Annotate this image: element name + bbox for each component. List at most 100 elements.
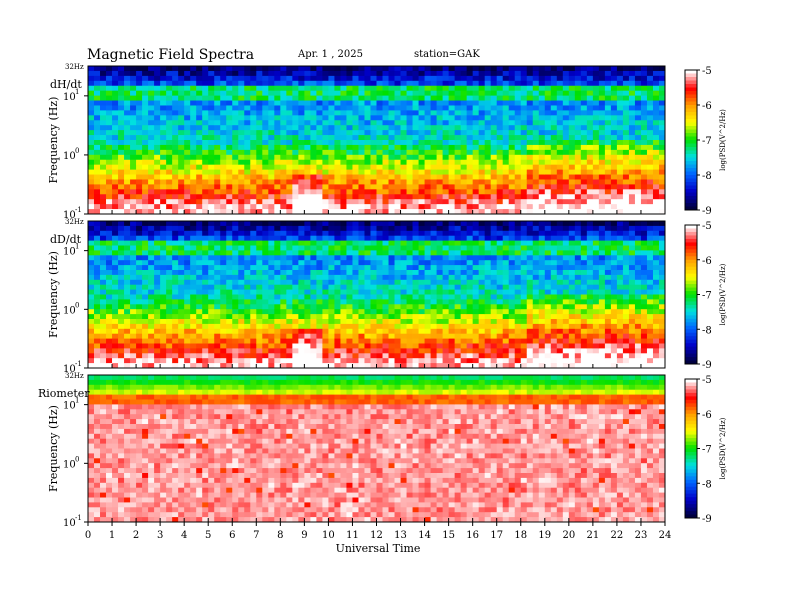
spectrogram-cell: [592, 174, 600, 180]
spectrogram-cell: [454, 299, 462, 305]
spectrogram-cell: [316, 135, 323, 141]
spectrogram-cell: [376, 221, 383, 227]
spectrogram-cell: [502, 144, 510, 151]
spectrogram-cell: [424, 149, 431, 156]
spectrogram-cell: [256, 338, 263, 344]
spectrogram-cell: [442, 279, 450, 286]
spectrogram-cell: [226, 159, 233, 166]
spectrogram-cell: [460, 353, 468, 359]
spectrogram-cell: [274, 95, 281, 101]
spectrogram-cell: [208, 363, 215, 369]
spectrogram-cell: [172, 323, 179, 330]
spectrogram-cell: [226, 328, 233, 335]
spectrogram-cell: [310, 90, 317, 96]
spectrogram-cell: [220, 338, 227, 344]
spectrogram-cell: [484, 135, 492, 141]
spectrogram-cell: [634, 144, 642, 151]
spectrogram-cell: [328, 255, 335, 261]
spectrogram-cell: [202, 66, 209, 72]
spectrogram-cell: [166, 250, 173, 256]
spectrogram-cell: [454, 319, 462, 325]
spectrogram-cell: [232, 284, 239, 290]
spectrogram-cell: [124, 179, 131, 185]
spectrogram-cell: [532, 194, 540, 200]
spectrogram-cell: [322, 110, 329, 116]
spectrogram-cell: [244, 95, 251, 101]
spectrogram-cell: [460, 194, 468, 200]
spectrogram-cell: [214, 110, 221, 116]
spectrogram-cell: [406, 189, 413, 195]
spectrogram-cell: [310, 274, 317, 281]
spectrogram-cell: [142, 135, 149, 141]
spectrogram-cell: [316, 70, 323, 77]
spectrogram-cell: [100, 353, 107, 359]
spectrogram-cell: [130, 105, 137, 111]
spectrogram-cell: [412, 85, 419, 92]
spectrogram-cell: [292, 75, 299, 82]
spectrogram-cell: [166, 358, 173, 364]
spectrogram-cell: [484, 294, 492, 300]
spectrogram-cell: [346, 348, 353, 354]
spectrogram-cell: [454, 333, 462, 339]
spectrogram-cell: [226, 80, 233, 87]
spectrogram-cell: [328, 353, 335, 359]
spectrogram-cell: [442, 159, 450, 166]
spectrogram-cell: [436, 221, 444, 227]
spectrogram-cell: [172, 309, 179, 315]
spectrogram-cell: [130, 179, 137, 185]
spectrogram-cell: [328, 245, 335, 251]
spectrogram-cell: [376, 194, 383, 200]
spectrogram-cell: [646, 189, 654, 195]
spectrogram-cell: [244, 225, 251, 232]
spectrogram-cell: [244, 314, 251, 320]
spectrogram-cell: [310, 194, 317, 200]
spectrogram-cell: [202, 338, 209, 344]
spectrogram-cell: [592, 184, 600, 190]
spectrogram-cell: [514, 110, 522, 116]
spectrogram-cell: [298, 135, 305, 141]
spectrogram-cell: [136, 250, 143, 256]
spectrogram-cell: [130, 333, 137, 339]
spectrogram-cell: [586, 95, 594, 101]
spectrogram-cell: [460, 169, 468, 175]
spectrogram-cell: [142, 140, 149, 146]
spectrogram-cell: [460, 204, 468, 210]
spectrogram-cell: [514, 154, 522, 161]
spectrogram-cell: [148, 274, 155, 281]
spectrogram-cell: [430, 105, 437, 111]
spectrogram-cell: [652, 149, 660, 156]
spectrogram-cell: [526, 85, 534, 92]
spectrogram-cell: [514, 149, 522, 156]
spectrogram-cell: [100, 314, 107, 320]
spectrogram-cell: [346, 194, 353, 200]
spectrogram-cell: [148, 159, 155, 166]
spectrogram-cell: [622, 164, 630, 170]
spectrogram-cell: [286, 169, 293, 175]
spectrogram-cell: [622, 204, 630, 210]
spectrogram-cell: [358, 299, 365, 305]
spectrogram-cell: [244, 209, 251, 215]
spectrogram-cell: [274, 75, 281, 82]
spectrogram-cell: [292, 140, 299, 146]
spectrogram-cell: [520, 189, 528, 195]
spectrogram-cell: [358, 353, 365, 359]
spectrogram-cell: [466, 323, 474, 330]
spectrogram-cell: [394, 90, 401, 96]
spectrogram-cell: [580, 159, 588, 166]
spectrogram-cell: [304, 66, 311, 72]
spectrogram-cell: [466, 245, 474, 251]
spectrogram-cell: [460, 304, 468, 310]
spectrogram-cell: [340, 189, 347, 195]
spectrogram-cell: [448, 70, 456, 77]
spectrogram-cell: [634, 149, 642, 156]
spectrogram-cell: [400, 328, 407, 335]
spectrogram-cell: [412, 169, 419, 175]
spectrogram-cell: [358, 240, 365, 246]
spectrogram-cell: [148, 338, 155, 344]
spectrogram-cell: [502, 164, 510, 170]
spectrogram-cell: [568, 140, 576, 146]
spectrogram-cell: [472, 363, 480, 369]
spectrogram-cell: [610, 194, 618, 200]
spectrogram-cell: [184, 289, 191, 295]
spectrogram-cell: [598, 95, 606, 101]
